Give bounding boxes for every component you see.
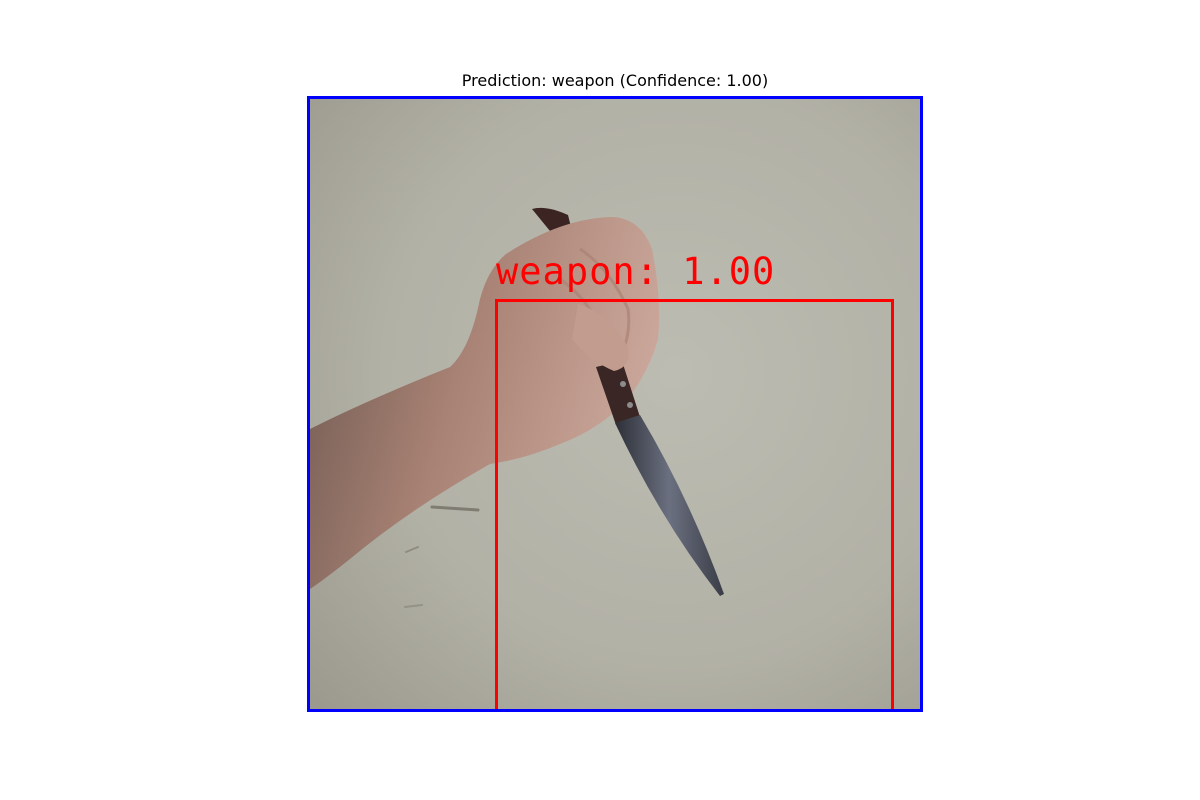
wall-mark xyxy=(404,604,423,608)
photo xyxy=(310,99,920,709)
detection-box xyxy=(495,299,894,709)
wall-mark xyxy=(430,505,480,512)
detection-label: weapon: 1.00 xyxy=(496,250,776,293)
arm xyxy=(310,217,660,589)
wall-mark xyxy=(405,546,419,553)
knife-pommel xyxy=(532,207,572,231)
image-frame: weapon: 1.00 xyxy=(307,96,923,712)
handle-rivet xyxy=(627,402,633,408)
handle-rivet xyxy=(620,381,626,387)
figure-title: Prediction: weapon (Confidence: 1.00) xyxy=(461,71,769,90)
knife-blade xyxy=(615,415,724,596)
knife-handle xyxy=(596,361,640,425)
thumb xyxy=(572,304,629,371)
